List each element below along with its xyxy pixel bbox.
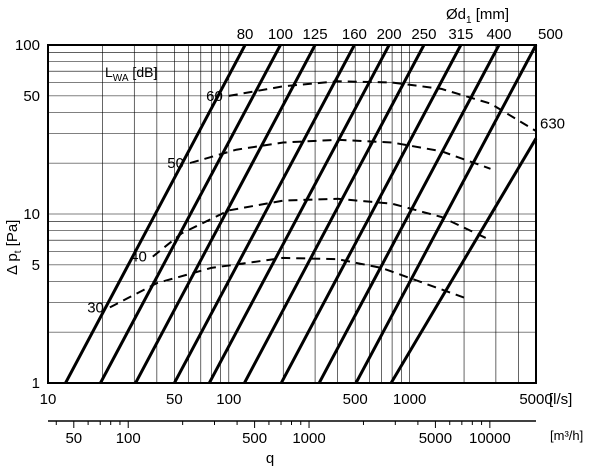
diameter-labels: 80 100 125 160 200 250 315 400 500 630 <box>237 26 565 132</box>
x-tick-labels-ls: 10 50 100 500 1000 5000 <box>40 391 553 408</box>
diameter-label: 250 <box>411 26 436 43</box>
x-axis-unit-m3h: [m³/h] <box>550 428 583 443</box>
sound-curve-40 <box>152 197 491 258</box>
sound-curves <box>109 80 537 309</box>
diameter-line-200 <box>207 44 391 384</box>
sound-level-label: 30 <box>87 299 104 316</box>
diameter-label: 125 <box>303 26 328 43</box>
m3h-tick-label: 5000 <box>419 430 452 447</box>
diameter-line-400 <box>317 44 501 384</box>
y-tick-label: 5 <box>32 257 40 274</box>
x-tick-label: 1000 <box>393 391 426 408</box>
x-tick-label: 10 <box>40 391 57 408</box>
x-axis-unit-ls: [l/s] <box>549 391 572 408</box>
sound-level-label: 60 <box>206 88 223 105</box>
diameter-line-315 <box>279 44 463 384</box>
diameter-label: 160 <box>342 26 367 43</box>
m3h-tick-label: 1000 <box>292 430 325 447</box>
x-tick-label: 5000 <box>519 391 552 408</box>
diameter-line-160 <box>173 44 356 384</box>
y-axis-label: Δ pt [Pa] <box>4 220 24 275</box>
diameter-label: 315 <box>448 26 473 43</box>
diameter-line-630 <box>389 137 538 384</box>
m3h-tick-label: 10000 <box>469 430 511 447</box>
m3h-tick-label: 500 <box>242 430 267 447</box>
diameter-lines <box>64 44 538 384</box>
y-tick-label: 100 <box>15 37 40 54</box>
sound-level-label: 50 <box>167 155 184 172</box>
diameter-header: Ød1 [mm] <box>446 6 509 26</box>
sound-level-labels: 30 40 50 60 <box>87 88 223 317</box>
sound-curve-30 <box>109 256 465 309</box>
diameter-line-500 <box>354 44 538 384</box>
diameter-line-100 <box>99 44 282 384</box>
diameter-label: 500 <box>538 26 563 43</box>
x-tick-label: 100 <box>216 391 241 408</box>
y-tick-label: 50 <box>23 88 40 105</box>
diameter-label: 400 <box>486 26 511 43</box>
x-axis-m3h: 50 100 500 1000 5000 10000 <box>48 420 536 447</box>
plot-frame <box>47 44 537 384</box>
grid <box>48 45 536 383</box>
x-axis-label: q <box>266 450 274 467</box>
sound-level-label: 40 <box>130 249 147 266</box>
m3h-tick-label: 100 <box>116 430 141 447</box>
diameter-label: 200 <box>377 26 402 43</box>
sound-header: LWA [dB] <box>105 64 157 84</box>
m3h-tick-label: 50 <box>65 430 82 447</box>
x-tick-label: 50 <box>166 391 183 408</box>
diameter-line-80 <box>64 44 247 384</box>
y-tick-label: 10 <box>23 206 40 223</box>
diameter-label: 630 <box>540 115 565 132</box>
diameter-label: 80 <box>237 26 254 43</box>
y-tick-labels: 1 5 10 50 100 <box>15 37 40 392</box>
diameter-line-250 <box>243 44 426 384</box>
diameter-label: 100 <box>268 26 293 43</box>
diameter-line-125 <box>134 44 317 384</box>
x-tick-label: 500 <box>343 391 368 408</box>
y-tick-label: 1 <box>32 375 40 392</box>
